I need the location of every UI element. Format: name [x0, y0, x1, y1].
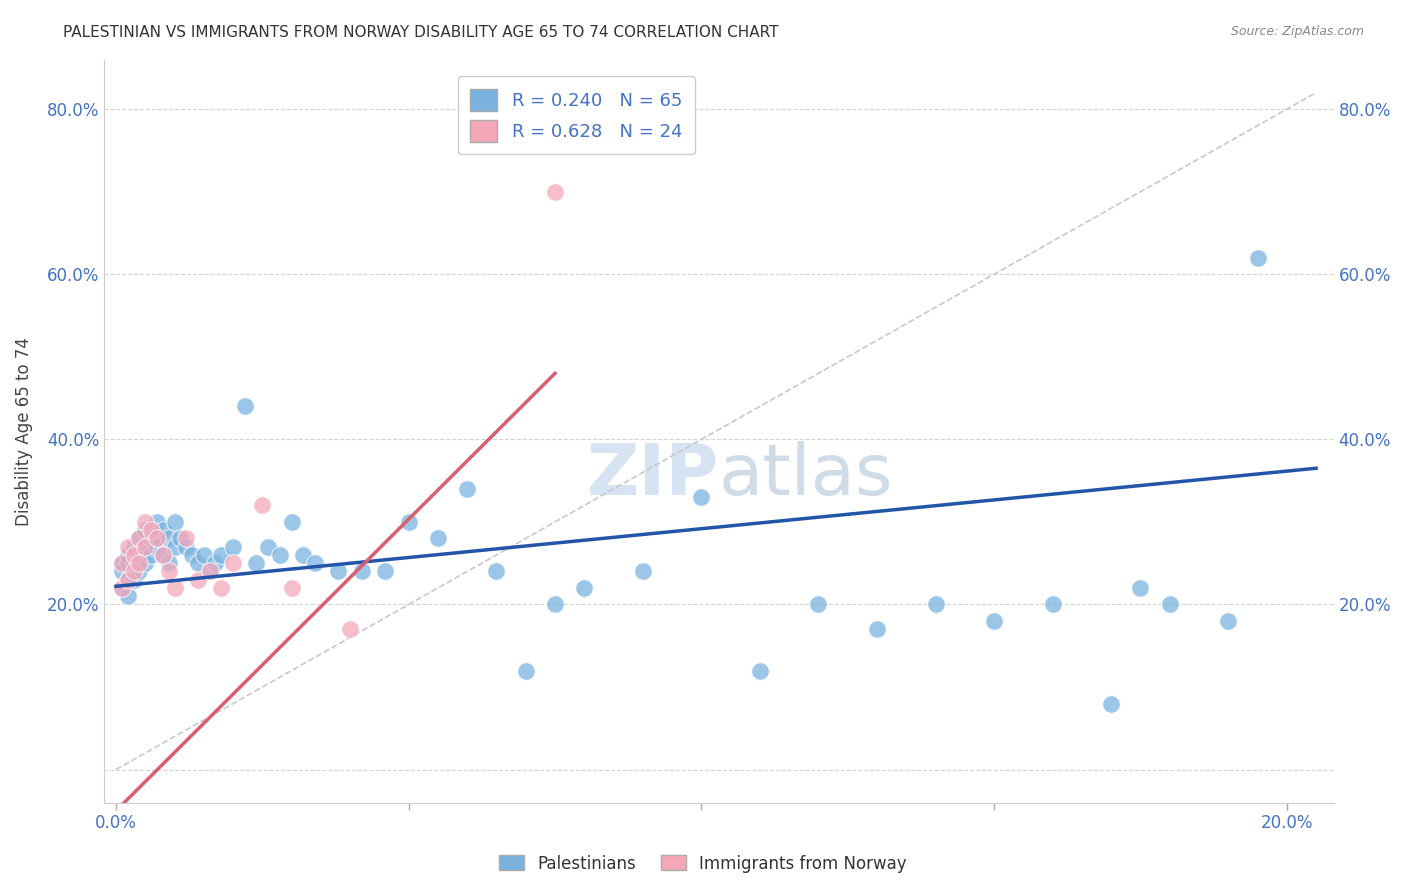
Point	[157, 532, 180, 546]
Point	[339, 622, 361, 636]
Point	[374, 565, 396, 579]
Point	[181, 548, 204, 562]
Point	[280, 515, 302, 529]
Point	[122, 556, 145, 570]
Text: atlas: atlas	[718, 442, 893, 510]
Point	[1159, 598, 1181, 612]
Point	[134, 515, 156, 529]
Y-axis label: Disability Age 65 to 74: Disability Age 65 to 74	[15, 336, 32, 525]
Point	[456, 482, 478, 496]
Point	[222, 540, 245, 554]
Point	[163, 581, 186, 595]
Point	[157, 556, 180, 570]
Point	[544, 185, 567, 199]
Point	[807, 598, 830, 612]
Point	[222, 556, 245, 570]
Point	[163, 540, 186, 554]
Point	[198, 565, 221, 579]
Point	[252, 499, 274, 513]
Point	[146, 532, 169, 546]
Point	[134, 540, 156, 554]
Point	[117, 548, 139, 562]
Point	[174, 540, 197, 554]
Point	[515, 664, 537, 678]
Point	[139, 548, 162, 562]
Point	[111, 581, 134, 595]
Point	[485, 565, 508, 579]
Point	[174, 532, 197, 546]
Point	[245, 556, 267, 570]
Point	[193, 548, 215, 562]
Point	[257, 540, 280, 554]
Point	[128, 565, 150, 579]
Point	[292, 548, 315, 562]
Point	[983, 614, 1005, 628]
Point	[111, 556, 134, 570]
Point	[209, 548, 232, 562]
Text: Source: ZipAtlas.com: Source: ZipAtlas.com	[1230, 25, 1364, 38]
Point	[134, 540, 156, 554]
Point	[117, 556, 139, 570]
Point	[1218, 614, 1240, 628]
Point	[139, 532, 162, 546]
Point	[122, 548, 145, 562]
Point	[328, 565, 350, 579]
Point	[152, 548, 174, 562]
Point	[139, 523, 162, 537]
Point	[304, 556, 326, 570]
Text: PALESTINIAN VS IMMIGRANTS FROM NORWAY DISABILITY AGE 65 TO 74 CORRELATION CHART: PALESTINIAN VS IMMIGRANTS FROM NORWAY DI…	[63, 25, 779, 40]
Point	[233, 400, 256, 414]
Point	[146, 515, 169, 529]
Point	[122, 565, 145, 579]
Point	[117, 589, 139, 603]
Point	[398, 515, 420, 529]
Point	[924, 598, 946, 612]
Point	[280, 581, 302, 595]
Point	[198, 565, 221, 579]
Point	[350, 565, 373, 579]
Point	[544, 598, 567, 612]
Point	[163, 515, 186, 529]
Point	[122, 540, 145, 554]
Point	[1246, 251, 1268, 265]
Point	[169, 532, 191, 546]
Point	[134, 556, 156, 570]
Point	[1042, 598, 1064, 612]
Point	[187, 573, 209, 587]
Point	[187, 556, 209, 570]
Point	[128, 548, 150, 562]
Point	[690, 490, 713, 504]
Point	[748, 664, 770, 678]
Point	[111, 581, 134, 595]
Point	[128, 532, 150, 546]
Legend: Palestinians, Immigrants from Norway: Palestinians, Immigrants from Norway	[492, 848, 914, 880]
Text: ZIP: ZIP	[586, 442, 718, 510]
Point	[152, 548, 174, 562]
Legend: R = 0.240   N = 65, R = 0.628   N = 24: R = 0.240 N = 65, R = 0.628 N = 24	[457, 76, 695, 154]
Point	[631, 565, 654, 579]
Point	[426, 532, 449, 546]
Point	[111, 556, 134, 570]
Point	[157, 565, 180, 579]
Point	[146, 540, 169, 554]
Point	[128, 532, 150, 546]
Point	[1129, 581, 1152, 595]
Point	[204, 556, 226, 570]
Point	[111, 565, 134, 579]
Point	[866, 622, 889, 636]
Point	[269, 548, 291, 562]
Point	[152, 523, 174, 537]
Point	[574, 581, 596, 595]
Point	[209, 581, 232, 595]
Point	[1099, 697, 1122, 711]
Point	[134, 523, 156, 537]
Point	[122, 573, 145, 587]
Point	[117, 540, 139, 554]
Point	[117, 573, 139, 587]
Point	[128, 556, 150, 570]
Point	[117, 573, 139, 587]
